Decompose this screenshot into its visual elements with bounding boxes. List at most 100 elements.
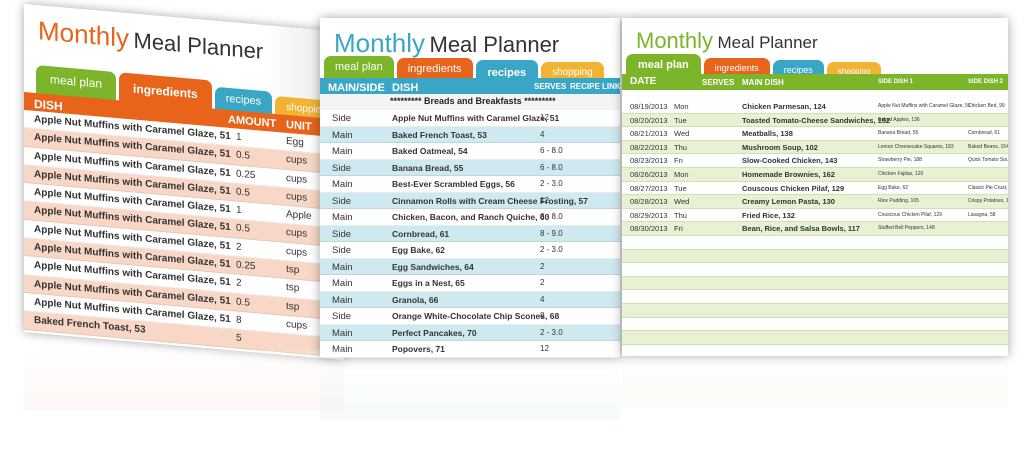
table-row[interactable] — [622, 235, 1008, 250]
main-side-cell: Main — [332, 179, 353, 190]
table-row[interactable]: Main Egg Sandwiches, 64 2 — [320, 258, 620, 275]
table-row[interactable]: Side Banana Bread, 55 6 - 8.0 — [320, 159, 620, 176]
table-row[interactable]: Main Baked French Toast, 53 4 — [320, 126, 620, 143]
meal-plan-rows: 08/19/2013 Mon Chicken Parmesan, 124 Apple … — [622, 100, 1008, 356]
serves-cell: 2 - 3.0 — [540, 327, 563, 337]
table-row[interactable]: Side Orange White-Chocolate Chip Scones, … — [320, 308, 620, 325]
main-side-cell: Side — [332, 162, 352, 174]
title-word-meal-planner: Meal Planner — [133, 27, 264, 64]
category-banner-text: ********* Breads and Breakfasts ********… — [390, 96, 556, 106]
table-row[interactable]: 08/23/2013 Fri Slow-Cooked Chicken, 143 Str… — [622, 154, 1008, 168]
weekday-cell: Thu — [674, 210, 687, 220]
date-cell: 08/30/2013 — [630, 224, 668, 234]
side-dish-1-cell: Stuffed Bell Peppers, 148 — [878, 225, 935, 232]
serves-cell: 6 - 8.0 — [540, 212, 563, 221]
unit-cell: cups — [286, 318, 308, 332]
dish-cell: Best-Ever Scrambled Eggs, 56 — [392, 179, 515, 189]
side-dish-1-cell: Apple Nut Muffins with Caramel Glaze, 51 — [878, 103, 971, 109]
column-header-row: MAIN/SIDE DISH SERVES RECIPE LINK — [320, 78, 620, 94]
header-dish: DISH — [392, 82, 419, 94]
sheet-title: Monthly Meal Planner — [636, 28, 818, 54]
table-row[interactable]: Main Best-Ever Scrambled Eggs, 56 2 - 3.0 — [320, 176, 620, 193]
date-cell: 08/19/2013 — [630, 102, 668, 111]
dish-cell: Eggs in a Nest, 65 — [392, 278, 465, 288]
main-dish-cell: Toasted Tomato-Cheese Sandwiches, 152 — [742, 115, 891, 125]
unit-cell: cups — [286, 227, 308, 241]
weekday-cell: Fri — [674, 156, 683, 166]
header-serves: SERVES — [534, 82, 567, 91]
weekday-cell: Fri — [674, 224, 683, 234]
serves-cell: 4 — [540, 129, 545, 139]
table-row[interactable]: 08/22/2013 Thu Mushroom Soup, 102 Lemon Che… — [622, 140, 1008, 155]
table-row[interactable]: 08/29/2013 Thu Fried Rice, 132 Couscous Chi… — [622, 208, 1008, 223]
table-row[interactable] — [622, 331, 1008, 345]
amount-cell: 0.5 — [236, 186, 250, 199]
table-row[interactable]: 08/28/2013 Wed Creamy Lemon Pasta, 130 Rice… — [622, 195, 1008, 209]
main-side-cell: Side — [332, 195, 352, 207]
unit-cell: tsp — [286, 300, 300, 313]
dish-cell: Perfect Pancakes, 70 — [392, 327, 477, 338]
meal-plan-sheet: Monthly Meal Planner meal plan ingredien… — [622, 18, 1008, 356]
table-row[interactable]: Main Chicken, Bacon, and Ranch Quiche, 60… — [320, 209, 620, 226]
table-row[interactable] — [622, 317, 1008, 332]
column-header-row: DATE SERVES MAIN DISH SIDE DISH 1 SIDE D… — [622, 74, 1008, 90]
unit-cell: cups — [286, 245, 308, 259]
table-row[interactable]: 08/20/2013 Tue Toasted Tomato-Cheese Sandw… — [622, 113, 1008, 128]
amount-cell: 0.5 — [236, 296, 250, 309]
table-row[interactable] — [622, 249, 1008, 264]
main-side-cell: Side — [332, 311, 352, 322]
table-row[interactable]: Side Cinnamon Rolls with Cream Cheese Fro… — [320, 192, 620, 209]
table-row[interactable]: 08/27/2013 Tue Couscous Chicken Pilaf, 129… — [622, 181, 1008, 196]
table-row[interactable]: Main Perfect Pancakes, 70 2 - 3.0 — [320, 324, 620, 341]
table-row[interactable]: Side Apple Nut Muffins with Caramel Glaze… — [320, 110, 620, 127]
dish-cell: Cornbread, 61 — [392, 228, 450, 239]
table-row[interactable] — [622, 263, 1008, 277]
main-dish-cell: Slow-Cooked Chicken, 143 — [742, 156, 838, 166]
amount-cell: 2 — [236, 241, 242, 253]
table-row[interactable]: 08/30/2013 Fri Bean, Rice, and Salsa Bowls… — [622, 222, 1008, 236]
serves-cell: 12 — [540, 195, 549, 205]
weekday-cell: Mon — [674, 169, 689, 179]
serves-cell: 2 - 3.0 — [540, 245, 563, 254]
side-dish-2-cell: Classic Pie Crust, 177 — [968, 184, 1008, 191]
header-serves: SERVES — [702, 78, 735, 87]
main-side-cell: Side — [332, 228, 352, 240]
dish-cell: Banana Bread, 55 — [392, 162, 464, 173]
side-dish-1-cell: Couscous Chicken Pilaf, 129 — [878, 211, 942, 218]
table-row[interactable]: SideRolled Biscuits, 7312 — [320, 357, 620, 358]
main-side-cell: Main — [332, 344, 353, 355]
table-row[interactable] — [622, 290, 1008, 304]
serves-cell: 4 — [540, 294, 545, 304]
title-word-monthly: Monthly — [334, 28, 426, 58]
unit-cell: Egg — [286, 135, 304, 149]
table-row[interactable]: Main Popovers, 71 12 — [320, 341, 620, 358]
side-dish-1-cell: Egg Bake, 62 — [878, 184, 909, 191]
dish-cell: Cinnamon Rolls with Cream Cheese Frostin… — [392, 195, 589, 206]
table-row[interactable]: Main Granola, 66 4 — [320, 291, 620, 308]
serves-cell: 2 — [540, 261, 545, 271]
table-row[interactable]: 08/26/2013 Mon Homemade Brownies, 162 Chick… — [622, 167, 1008, 182]
table-row[interactable]: 08/21/2013 Wed Meatballs, 138 Banana Bread,… — [622, 127, 1008, 141]
side-dish-2-cell: Baked Beans, 154 — [968, 143, 1008, 150]
table-row[interactable]: Side Cornbread, 61 8 - 9.0 — [320, 225, 620, 242]
header-date: DATE — [630, 76, 657, 87]
main-side-cell: Main — [332, 146, 353, 157]
table-row[interactable]: Side Egg Bake, 62 2 - 3.0 — [320, 242, 620, 259]
weekday-cell: Thu — [674, 142, 687, 152]
table-row[interactable]: 08/19/2013 Mon Chicken Parmesan, 124 Apple … — [622, 100, 1008, 114]
table-row[interactable] — [622, 303, 1008, 318]
title-word-monthly: Monthly — [38, 15, 130, 54]
side-dish-2-cell: Crispy Potatoes, 157 — [968, 198, 1008, 205]
side-dish-1-cell: Lemon Cheesecake Squares, 183 — [878, 143, 954, 150]
amount-cell: 1 — [236, 131, 242, 144]
table-row[interactable] — [622, 276, 1008, 291]
table-row[interactable] — [622, 344, 1008, 356]
main-side-cell: Side — [332, 113, 352, 124]
dish-cell: Baked French Toast, 53 — [392, 129, 487, 140]
table-row[interactable]: Main Eggs in a Nest, 65 2 — [320, 275, 620, 292]
header-unit: UNIT — [286, 118, 312, 134]
serves-cell: 8 — [540, 311, 545, 320]
table-row[interactable]: Main Baked Oatmeal, 54 6 - 8.0 — [320, 143, 620, 160]
header-side-dish-1: SIDE DISH 1 — [878, 79, 914, 85]
sheet-title: Monthly Meal Planner — [38, 15, 263, 66]
